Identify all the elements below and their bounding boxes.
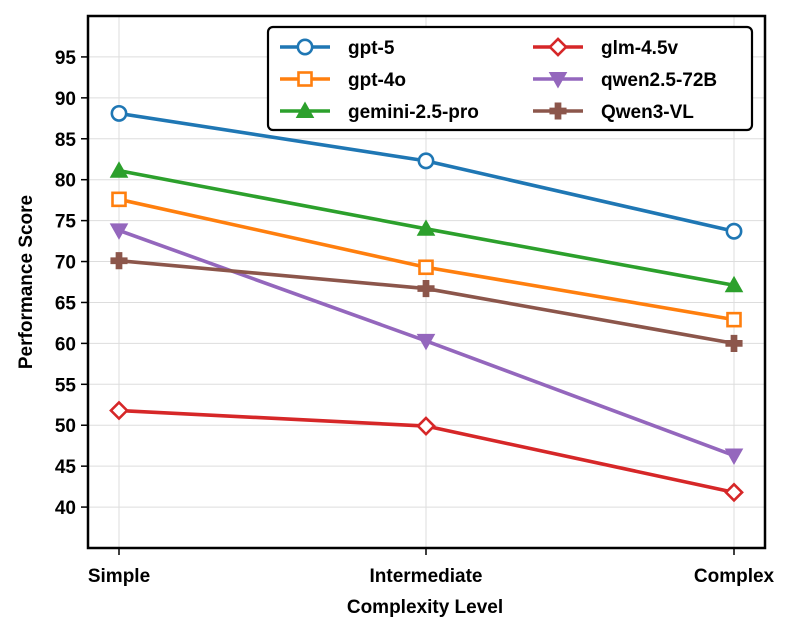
legend-label-qwen3-vl: Qwen3-VL bbox=[601, 102, 694, 123]
legend-marker-qwen2-5-72b bbox=[548, 72, 568, 89]
series-markers bbox=[109, 104, 744, 503]
y-tick-label: 50 bbox=[55, 416, 76, 437]
legend-label-qwen2-5-72b: qwen2.5-72B bbox=[601, 70, 717, 91]
y-tick-label: 40 bbox=[55, 498, 76, 519]
legend-marker-glm-4-5v bbox=[548, 37, 568, 57]
legend-label-gpt-5: gpt-5 bbox=[348, 38, 395, 59]
y-tick-label: 60 bbox=[55, 334, 76, 355]
legend: gpt-5 gpt-4o gemini-2.5-pro glm-4.5v qwen2.5… bbox=[266, 25, 754, 132]
axis-ticks: 40 45 50 55 60 65 70 75 80 85 90 95 Simple Intermedia… bbox=[55, 48, 775, 587]
data-point-gemini-2-5-pro-complex bbox=[724, 275, 744, 293]
x-tick-label-simple: Simple bbox=[88, 566, 150, 587]
data-point-glm-4-5v-intermediate bbox=[416, 416, 436, 436]
legend-label-gemini-2-5-pro: gemini-2.5-pro bbox=[348, 102, 479, 123]
data-point-gemini-2-5-pro-simple bbox=[109, 161, 129, 178]
y-tick-label: 95 bbox=[55, 48, 77, 69]
data-point-gpt-4o-complex bbox=[726, 311, 742, 328]
data-point-gpt-5-complex bbox=[725, 222, 743, 240]
y-tick-label: 55 bbox=[55, 375, 77, 396]
data-point-gpt-5-intermediate bbox=[417, 152, 435, 170]
legend-box bbox=[266, 25, 754, 132]
data-point-gpt-5-simple bbox=[110, 104, 128, 122]
y-tick-label: 70 bbox=[55, 253, 76, 274]
y-tick-label: 90 bbox=[55, 89, 76, 110]
y-tick-label: 85 bbox=[55, 130, 77, 151]
y-tick-label: 80 bbox=[55, 171, 76, 192]
legend-marker-gemini-2-5-pro bbox=[295, 101, 315, 118]
data-point-qwen3-vl-intermediate bbox=[417, 279, 435, 298]
data-point-qwen3-vl-complex bbox=[725, 334, 743, 352]
legend-marker-gpt-5 bbox=[296, 38, 314, 56]
y-tick-label: 45 bbox=[55, 457, 77, 478]
data-point-qwen2-5-72b-simple bbox=[109, 223, 129, 240]
legend-label-gpt-4o: gpt-4o bbox=[348, 70, 406, 91]
data-point-glm-4-5v-simple bbox=[109, 400, 129, 421]
x-tick-label-intermediate: Intermediate bbox=[370, 566, 483, 587]
data-point-qwen2-5-72b-complex bbox=[724, 448, 744, 465]
data-point-gpt-4o-intermediate bbox=[418, 259, 434, 276]
y-tick-label: 75 bbox=[55, 212, 77, 233]
data-point-qwen2-5-72b-intermediate bbox=[416, 333, 436, 351]
data-point-gpt-4o-simple bbox=[111, 191, 127, 208]
y-axis-label: Performance Score bbox=[16, 195, 37, 369]
data-point-glm-4-5v-complex bbox=[724, 482, 744, 503]
x-tick-label-complex: Complex bbox=[694, 566, 775, 587]
legend-marker-gpt-4o bbox=[297, 71, 313, 87]
data-point-gemini-2-5-pro-intermediate bbox=[416, 219, 436, 236]
legend-label-glm-4-5v: glm-4.5v bbox=[601, 38, 679, 59]
x-axis-label: Complexity Level bbox=[347, 597, 503, 618]
data-point-qwen3-vl-simple bbox=[110, 252, 128, 270]
legend-marker-qwen3-vl bbox=[549, 102, 567, 120]
y-tick-label: 65 bbox=[55, 293, 77, 314]
